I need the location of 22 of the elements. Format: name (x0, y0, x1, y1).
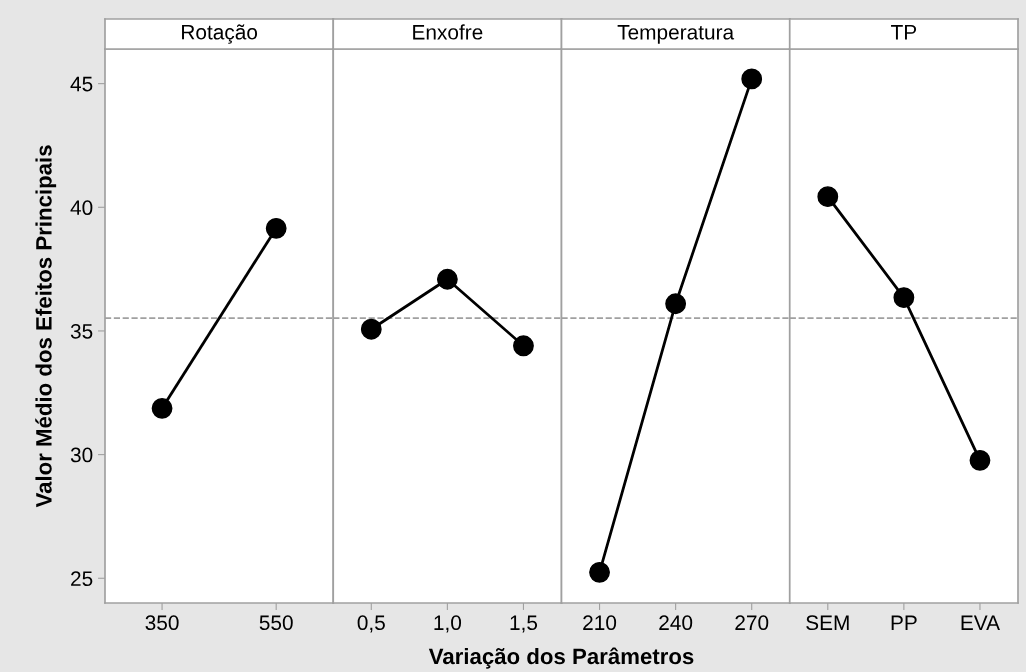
chart-title: Temperatura (617, 25, 735, 44)
y-axis-title: Valor Médio dos Efeitos Principais (35, 145, 57, 508)
x-axis-title: Variação dos Parâmetros (428, 647, 694, 669)
x-tick-label: EVA (961, 615, 1000, 630)
x-tick-label: 270 (735, 615, 769, 631)
x-tick-label: SEM (806, 615, 849, 631)
y-tick-label: 25 (71, 571, 93, 587)
chart-title: Enxofre (413, 24, 483, 40)
x-tick-label: 0,5 (357, 615, 385, 633)
chart-title: Rotação (182, 24, 258, 44)
x-tick-label: 350 (145, 615, 179, 631)
y-tick-label: 30 (70, 447, 93, 463)
y-tick-label: 35 (70, 323, 93, 339)
y-tick-label: 40 (70, 200, 93, 216)
x-tick-label: 1,0 (434, 615, 462, 633)
chart-title: TP (891, 25, 917, 40)
x-tick-label: 240 (659, 615, 693, 631)
x-tick-label: PP (891, 615, 917, 630)
x-tick-label: 210 (583, 615, 617, 631)
x-tick-label: 550 (259, 615, 293, 631)
x-tick-label: 1,5 (510, 615, 538, 633)
y-tick-label: 45 (70, 76, 93, 92)
